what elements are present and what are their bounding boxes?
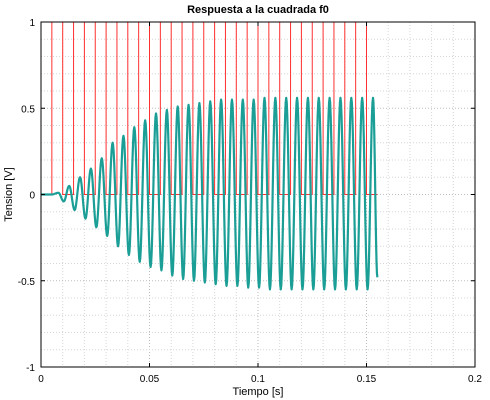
- x-axis-label: Tiempo [s]: [233, 386, 284, 398]
- y-tick-label: -0.5: [18, 277, 36, 288]
- y-tick-label: 1: [29, 18, 35, 29]
- series-line-response: [40, 96, 379, 291]
- x-tick-label: 0.1: [251, 374, 265, 385]
- axis-ticks: 0 0.05 0.1 0.15 0.2 -1 -0.5 0 0.5 1: [18, 18, 483, 385]
- x-tick-label: 0.2: [468, 374, 482, 385]
- y-axis-label: Tension [V]: [3, 167, 15, 221]
- x-tick-label: 0: [38, 374, 44, 385]
- x-tick-label: 0.05: [140, 374, 160, 385]
- series-group: [40, 21, 379, 291]
- y-tick-label: 0: [29, 191, 35, 202]
- y-tick-label: 0.5: [21, 104, 35, 115]
- x-tick-label: 0.15: [357, 374, 377, 385]
- y-tick-label: -1: [26, 363, 35, 374]
- chart-title: Respuesta a la cuadrada f0: [187, 4, 329, 16]
